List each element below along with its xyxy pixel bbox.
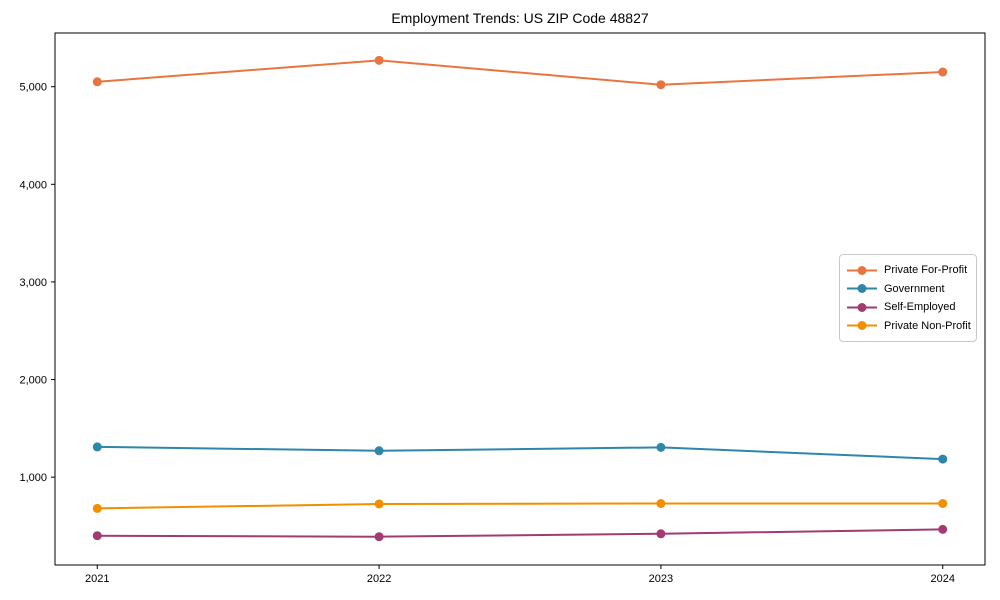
series-line-government — [97, 445, 943, 461]
data-point-marker — [938, 454, 948, 464]
y-tick-label: 3,000 — [19, 277, 47, 289]
data-point-marker — [656, 529, 666, 539]
data-point-marker — [656, 499, 666, 509]
legend-entry: Self-Employed — [847, 301, 969, 313]
legend-marker-icon — [847, 265, 877, 275]
legend-marker-icon — [847, 284, 877, 294]
data-point-marker — [374, 532, 384, 542]
x-tick-label: 2024 — [930, 573, 954, 585]
data-point-marker — [656, 442, 666, 452]
legend-entry: Government — [847, 283, 969, 295]
y-tick-label: 5,000 — [19, 82, 47, 94]
legend-marker-icon — [847, 321, 877, 331]
legend: Private For-Profit Government Self-Employe… — [839, 254, 977, 342]
data-point-marker — [374, 446, 384, 456]
data-point-marker — [92, 503, 102, 513]
data-point-marker — [656, 80, 666, 90]
series-line-private-for-profit — [97, 59, 943, 86]
data-point-marker — [92, 77, 102, 87]
x-tick-label: 2023 — [649, 573, 673, 585]
x-tick-label: 2022 — [367, 573, 391, 585]
legend-entry: Private For-Profit — [847, 264, 969, 276]
y-tick-label: 2,000 — [19, 375, 47, 387]
y-tick-label: 4,000 — [19, 179, 47, 191]
legend-marker-icon — [847, 302, 877, 312]
x-tick-label: 2021 — [85, 573, 109, 585]
data-point-marker — [938, 499, 948, 509]
data-point-marker — [92, 442, 102, 452]
legend-entry: Private Non-Profit — [847, 319, 971, 332]
plot-frame — [54, 32, 986, 566]
legend-label: Private Non-Profit — [884, 319, 971, 332]
data-point-marker — [374, 55, 384, 65]
data-point-marker — [938, 524, 948, 534]
data-point-marker — [374, 499, 384, 509]
series-line-private-non-profit — [97, 502, 943, 510]
legend-label: Self-Employed — [884, 301, 956, 314]
series-line-self-employed — [97, 528, 943, 538]
legend-label: Private For-Profit — [884, 264, 968, 277]
y-tick-label: 1,000 — [19, 472, 47, 484]
data-point-marker — [938, 67, 948, 77]
data-point-marker — [92, 531, 102, 541]
legend-label: Government — [884, 282, 945, 295]
chart-title: Employment Trends: US ZIP Code 48827 — [391, 10, 649, 26]
